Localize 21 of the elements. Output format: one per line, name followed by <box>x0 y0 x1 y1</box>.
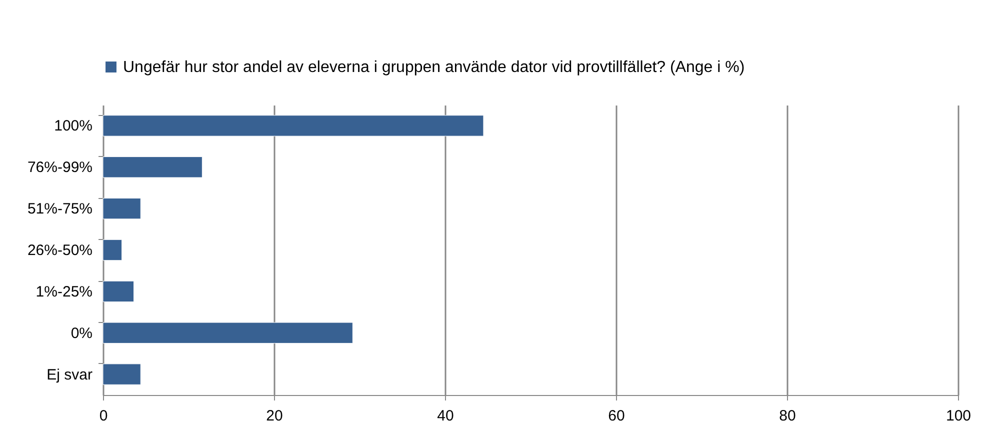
x-tick-label: 80 <box>779 408 796 424</box>
bar <box>102 364 141 385</box>
x-tick-label: 40 <box>437 408 454 424</box>
bar <box>102 198 141 220</box>
y-tick-label: 76%-99% <box>27 159 92 176</box>
bar <box>102 239 122 261</box>
x-tick-label: 0 <box>99 408 108 424</box>
bar <box>102 156 202 178</box>
bar <box>102 322 353 344</box>
y-tick-label: 51%-75% <box>27 200 92 218</box>
y-tick-label: 0% <box>70 324 92 342</box>
legend-label: Ungefär hur stor andel av eleverna i gruppen använde dator vid provtillfället? (Ange i %) <box>123 59 745 76</box>
y-tick-label: 26%-50% <box>27 242 92 259</box>
bar <box>102 280 134 302</box>
bar <box>102 115 484 136</box>
x-tick-label: 60 <box>608 408 625 424</box>
y-tick-label: 100% <box>54 118 92 135</box>
x-tick-label: 20 <box>266 408 283 424</box>
y-tick-label: 1%-25% <box>36 283 92 300</box>
x-tick-label: 100 <box>946 408 972 424</box>
y-tick-label: Ej svar <box>46 366 93 384</box>
